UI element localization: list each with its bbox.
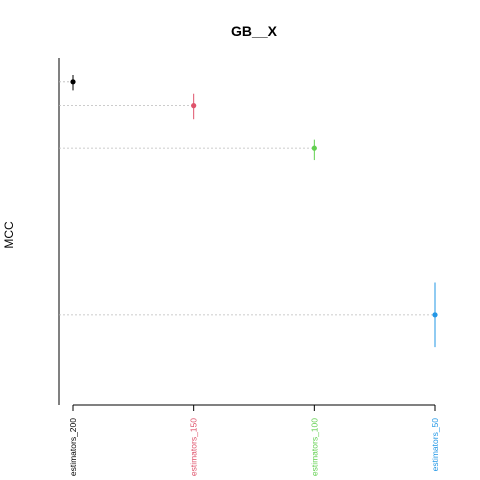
x-tick-label: estimators_200 <box>68 418 78 476</box>
data-point <box>311 145 317 151</box>
plot-area: estimators_200 estimators_150 estimators_1… <box>58 58 440 476</box>
data-point <box>191 103 197 109</box>
chart-title: GB__X <box>231 23 278 39</box>
x-tick-label: estimators_150 <box>189 418 199 476</box>
x-tick-label: estimators_100 <box>309 418 319 476</box>
data-point <box>70 79 76 85</box>
data-point <box>432 312 438 318</box>
x-tick-label: estimators_50 <box>430 418 440 472</box>
y-axis-label: MCC <box>2 221 16 249</box>
